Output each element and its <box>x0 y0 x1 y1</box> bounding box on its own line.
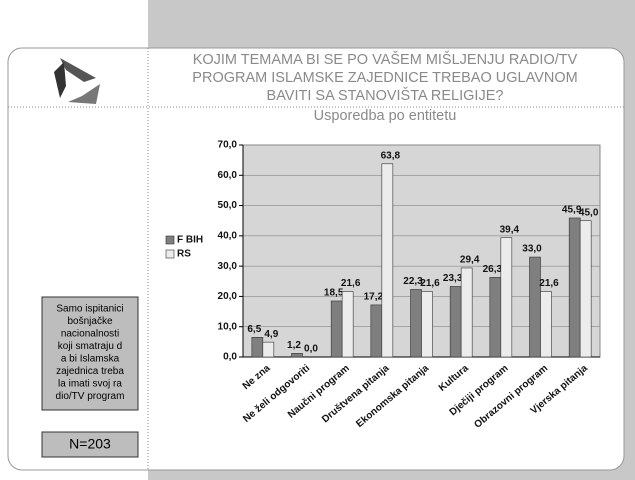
legend-label: RS <box>177 249 191 260</box>
value-label: 23,3 <box>443 273 463 284</box>
value-label: 21,6 <box>341 278 361 289</box>
value-label: 21,6 <box>539 278 559 289</box>
value-label: 45,9 <box>562 205 582 216</box>
note-line: nacionalnosti <box>61 329 119 340</box>
value-label: 4,9 <box>264 329 278 340</box>
title-line: BAVITI SA STANOVIŠTA RELIGIJE? <box>267 87 504 104</box>
value-label: 6,5 <box>247 324 261 335</box>
note-line: koji smatraju d <box>58 341 122 352</box>
y-tick-label: 40,0 <box>218 230 238 241</box>
value-label: 39,4 <box>500 224 520 235</box>
bar <box>529 256 541 358</box>
value-label: 21,6 <box>420 278 440 289</box>
legend-swatch <box>165 235 175 245</box>
y-tick-label: 20,0 <box>218 291 238 302</box>
note-line: Samo ispitanici <box>56 304 123 315</box>
y-tick-label: 10,0 <box>218 321 238 332</box>
bar <box>262 341 275 358</box>
value-label: 22,3 <box>403 276 423 287</box>
title-line: KOJIM TEMAMA BI SE PO VAŠEM MIŠLJENJU RA… <box>193 51 578 68</box>
value-label: 0,0 <box>304 344 318 355</box>
bar <box>381 163 394 358</box>
bar <box>330 300 343 358</box>
y-tick-label: 0,0 <box>223 352 237 363</box>
value-label: 29,4 <box>460 255 480 266</box>
bar <box>410 289 422 358</box>
chart-title: Usporedba po entitetu <box>314 108 457 124</box>
note-line: dio/TV program <box>56 391 125 402</box>
bar <box>341 291 354 358</box>
bar <box>568 217 581 358</box>
y-tick-label: 60,0 <box>218 170 238 181</box>
legend-swatch <box>165 249 175 259</box>
value-label: 63,8 <box>381 150 401 161</box>
value-label: 45,0 <box>579 207 599 218</box>
note-box <box>41 296 139 411</box>
bar <box>291 353 303 358</box>
bar <box>489 277 502 358</box>
y-tick-label: 50,0 <box>218 200 238 211</box>
y-tick-label: 30,0 <box>218 261 238 272</box>
note-line: bošnjačke <box>67 316 112 327</box>
legend-label: F BIH <box>177 235 203 246</box>
logo <box>54 58 100 104</box>
note-line: la imati svoj ra <box>58 379 122 390</box>
bar <box>540 291 552 358</box>
bar <box>370 304 383 358</box>
bar <box>579 220 592 358</box>
sample-box <box>41 431 139 458</box>
y-tick-label: 70,0 <box>218 140 238 151</box>
value-label: 18,5 <box>324 288 344 299</box>
value-label: 1,2 <box>287 340 301 351</box>
note-line: zajednica treba <box>56 366 124 377</box>
note-line: a bi Islamska <box>61 354 120 365</box>
value-label: 33,0 <box>522 244 542 255</box>
title-line: PROGRAM ISLAMSKE ZAJEDNICE TREBAO UGLAVN… <box>192 70 577 86</box>
value-label: 26,3 <box>483 264 503 275</box>
bar <box>460 267 473 358</box>
bar <box>421 291 433 358</box>
bar <box>251 337 264 358</box>
bar <box>500 237 513 358</box>
value-label: 17,2 <box>364 292 384 303</box>
sample-size: N=203 <box>69 436 111 452</box>
bar <box>449 286 462 358</box>
